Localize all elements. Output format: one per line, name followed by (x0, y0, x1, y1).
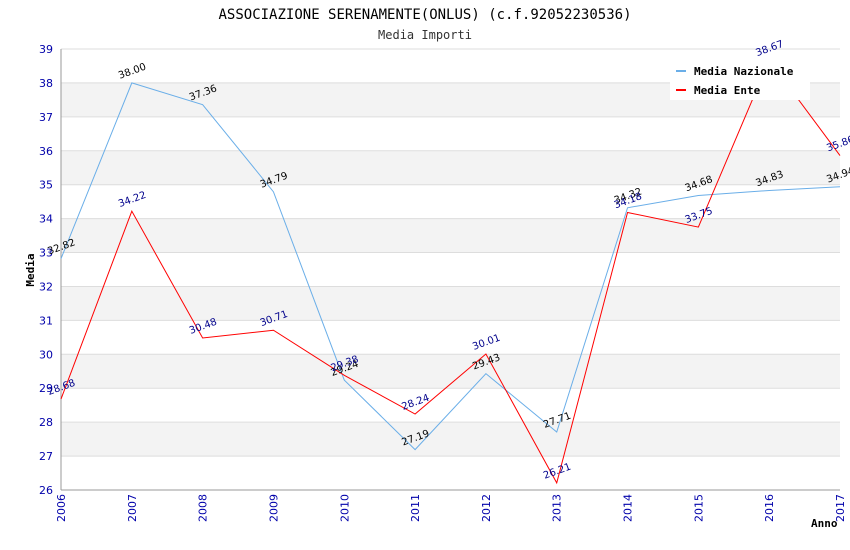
grid-bands (61, 82, 840, 457)
y-tick-label: 26 (39, 484, 53, 497)
y-tick-label: 31 (39, 314, 53, 327)
y-tick-label: 38 (39, 77, 53, 90)
chart-subtitle: Media Importi (378, 28, 472, 42)
legend-box (670, 58, 810, 100)
x-tick-label: 2014 (622, 494, 635, 522)
x-axis-label: Anno (811, 517, 838, 530)
data-label: 28.24 (400, 393, 431, 413)
x-tick-label: 2006 (55, 494, 68, 522)
grid-band (61, 354, 840, 389)
legend: Media Nazionale Media Ente (670, 58, 810, 100)
y-tick-label: 37 (39, 111, 53, 124)
series-line (60, 59, 841, 485)
x-tick-label: 2012 (480, 494, 493, 522)
grid-band (61, 150, 840, 185)
x-tick-label: 2010 (338, 494, 351, 522)
x-tick-label: 2017 (834, 494, 847, 522)
y-tick-label: 36 (39, 145, 53, 158)
series-lines (60, 59, 841, 485)
data-label: 34.22 (117, 190, 148, 210)
grid-band (61, 422, 840, 457)
x-tick-label: 2013 (551, 494, 564, 522)
data-label: 38.67 (754, 39, 785, 59)
y-tick-label: 30 (39, 348, 53, 361)
data-label: 30.01 (471, 333, 502, 353)
y-tick-label: 39 (39, 43, 53, 56)
axes (60, 48, 840, 491)
x-tick-label: 2016 (763, 494, 776, 522)
legend-label: Media Nazionale (694, 65, 794, 78)
series-line (60, 82, 841, 451)
y-tick-label: 33 (39, 247, 53, 260)
x-tick-label: 2007 (126, 494, 139, 522)
data-label: 38.00 (117, 62, 148, 82)
grid-band (61, 218, 840, 253)
x-ticks: 2006 2007 2008 2009 2010 2011 2012 2013 2014 2015… (55, 494, 847, 522)
y-tick-label: 35 (39, 179, 53, 192)
y-tick-label: 29 (39, 382, 53, 395)
x-tick-label: 2011 (409, 494, 422, 522)
y-tick-label: 28 (39, 416, 53, 429)
y-ticks: 26 27 28 29 30 31 32 33 34 35 36 37 38 39 (39, 43, 53, 497)
chart-title: ASSOCIAZIONE SERENAMENTE(ONLUS) (c.f.920… (218, 7, 631, 23)
legend-label: Media Ente (694, 84, 761, 97)
x-tick-label: 2008 (197, 494, 210, 522)
y-tick-label: 34 (39, 213, 53, 226)
x-tick-label: 2009 (267, 494, 280, 522)
x-tick-label: 2015 (692, 494, 705, 522)
grid-band (61, 286, 840, 321)
y-tick-label: 27 (39, 450, 53, 463)
y-axis-label: Media (24, 253, 37, 286)
y-tick-label: 32 (39, 280, 53, 293)
